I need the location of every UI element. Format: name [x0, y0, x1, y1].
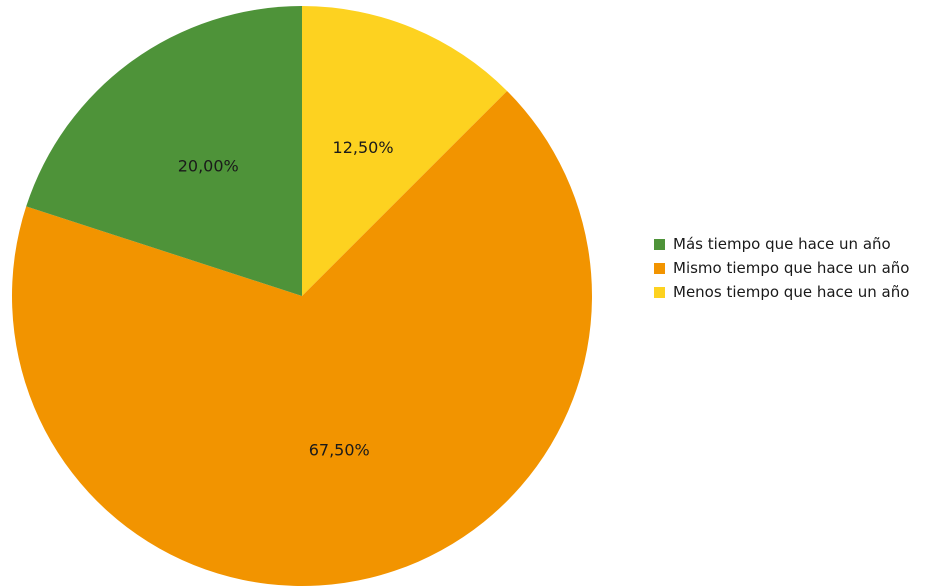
- pie-data-labels: 12,50% 67,50% 20,00%: [178, 138, 394, 459]
- pie-data-label: 12,50%: [333, 138, 394, 157]
- legend-item: Menos tiempo que hace un año: [654, 280, 950, 304]
- legend-swatch: [654, 238, 665, 250]
- legend-label: Menos tiempo que hace un año: [673, 283, 910, 301]
- pie-slice: [11, 90, 592, 586]
- legend-item: Mismo tiempo que hace un año: [654, 256, 950, 280]
- pie-slice: [302, 6, 508, 296]
- legend-swatch: [654, 262, 665, 274]
- pie-data-label: 20,00%: [178, 156, 239, 175]
- pie-slices: [11, 6, 592, 586]
- legend-item: Más tiempo que hace un año: [654, 232, 950, 256]
- pie-data-label: 67,50%: [309, 441, 370, 460]
- legend-label: Más tiempo que hace un año: [673, 235, 891, 253]
- legend: Más tiempo que hace un año Mismo tiempo …: [654, 232, 950, 304]
- legend-swatch: [654, 286, 665, 298]
- pie-slice: [26, 6, 302, 296]
- legend-label: Mismo tiempo que hace un año: [673, 259, 910, 277]
